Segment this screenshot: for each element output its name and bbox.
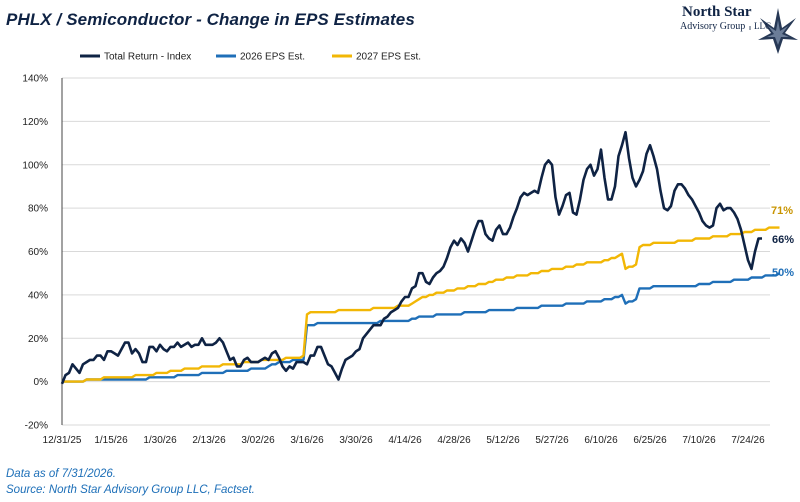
legend-label: 2026 EPS Est. — [240, 52, 305, 63]
series-line-eps-2026 — [62, 272, 781, 383]
y-tick-label: 0% — [34, 377, 49, 388]
x-tick-label: 6/10/26 — [584, 435, 618, 446]
y-tick-label: 140% — [22, 74, 48, 85]
x-tick-label: 6/25/26 — [633, 435, 667, 446]
x-tick-label: 4/14/26 — [388, 435, 422, 446]
x-tick-label: 3/02/26 — [241, 435, 275, 446]
series-line-eps-2027 — [62, 226, 780, 383]
x-tick-label: 2/13/26 — [192, 435, 226, 446]
logo-line2: Advisory Group — [680, 21, 745, 32]
footnote-source: Source: North Star Advisory Group LLC, F… — [6, 484, 255, 496]
chart-title: PHLX / Semiconductor - Change in EPS Est… — [6, 10, 415, 29]
y-tick-label: 20% — [28, 334, 48, 345]
gridlines — [62, 77, 770, 426]
x-tick-label: 4/28/26 — [437, 435, 471, 446]
end-labels: 71% 66% 50% — [771, 205, 794, 279]
company-logo: North Star Advisory Group LLC — [676, 0, 800, 70]
footnote-data-date: Data as of 7/31/2026. — [6, 468, 116, 480]
x-tick-label: 7/10/26 — [682, 435, 716, 446]
x-tick-label: 3/16/26 — [290, 435, 324, 446]
end-label-eps-2027: 71% — [771, 205, 793, 217]
y-tick-label: 80% — [28, 204, 48, 215]
x-tick-label: 1/30/26 — [143, 435, 177, 446]
logo-line3: LLC — [754, 21, 771, 31]
end-label-eps-2026: 50% — [772, 267, 794, 279]
x-tick-label: 5/27/26 — [535, 435, 569, 446]
x-tick-label: 7/24/26 — [731, 435, 765, 446]
series-line-total-return — [60, 130, 762, 385]
x-tick-label: 3/30/26 — [339, 435, 373, 446]
legend-label: 2027 EPS Est. — [356, 52, 421, 63]
logo-line1: North Star — [682, 4, 752, 20]
y-tick-label: 60% — [28, 247, 48, 258]
y-tick-label: 100% — [22, 160, 48, 171]
logo-graphic: North Star Advisory Group LLC — [680, 4, 798, 54]
series-layer — [60, 130, 781, 385]
x-tick-label: 5/12/26 — [486, 435, 520, 446]
y-axis: -20% 0% 20% 40% 60% 80% 100% 120% 140% — [22, 74, 48, 432]
x-axis: 12/31/25 1/15/26 1/30/26 2/13/26 3/02/26 3/16… — [43, 435, 766, 446]
star-icon — [758, 8, 798, 54]
y-tick-label: 40% — [28, 290, 48, 301]
x-tick-label: 12/31/25 — [43, 435, 82, 446]
end-label-total-return: 66% — [772, 234, 794, 246]
y-tick-label: 120% — [22, 117, 48, 128]
legend: Total Return - Index 2026 EPS Est. 2027 EP… — [80, 52, 421, 63]
y-tick-label: -20% — [25, 421, 48, 432]
x-tick-label: 1/15/26 — [94, 435, 128, 446]
legend-label: Total Return - Index — [104, 52, 191, 63]
